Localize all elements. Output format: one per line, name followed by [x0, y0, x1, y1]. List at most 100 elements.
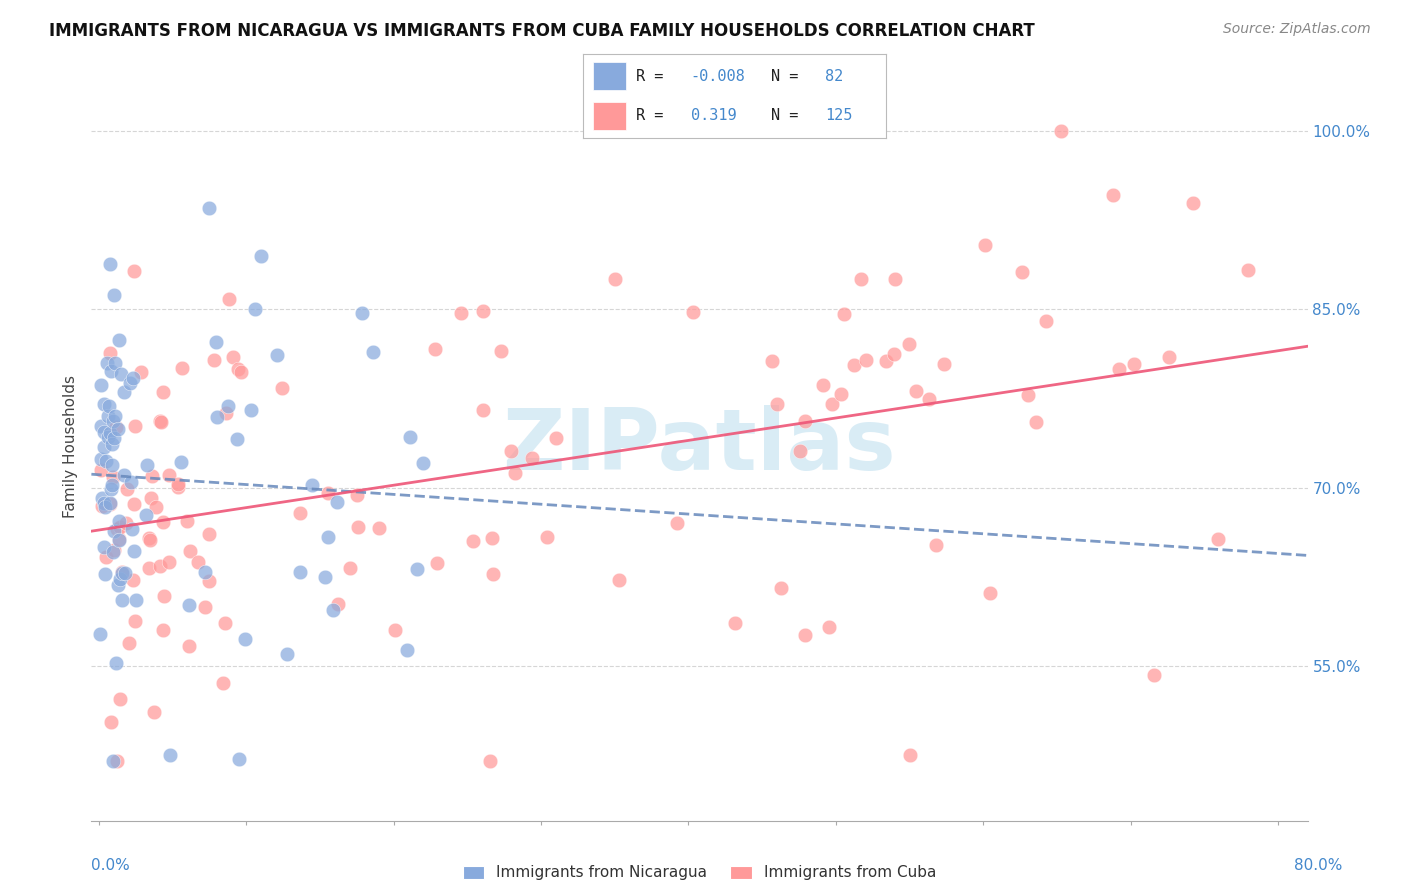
- Point: [481, 531, 503, 545]
- Point: [90, 499, 112, 513]
- Point: [450, 306, 472, 320]
- Point: [794, 627, 817, 641]
- Point: [1011, 265, 1033, 279]
- Text: N =: N =: [770, 108, 807, 123]
- Point: [142, 705, 165, 719]
- Point: [98, 497, 121, 511]
- Point: [367, 521, 389, 535]
- Point: [104, 657, 127, 671]
- Point: [288, 565, 311, 579]
- Point: [221, 351, 243, 365]
- Point: [138, 533, 160, 547]
- Point: [202, 352, 225, 367]
- Point: [121, 522, 143, 536]
- Point: [98, 399, 121, 413]
- Point: [93, 440, 115, 454]
- Point: [271, 381, 294, 395]
- Point: [240, 403, 263, 417]
- Point: [501, 444, 523, 458]
- Point: [472, 403, 495, 417]
- Point: [396, 642, 419, 657]
- Point: [463, 533, 485, 548]
- Point: [124, 264, 146, 278]
- Text: 80.0%: 80.0%: [1295, 858, 1343, 872]
- Point: [118, 376, 141, 391]
- Point: [107, 422, 129, 436]
- Point: [101, 477, 124, 491]
- Point: [148, 414, 170, 428]
- Point: [1035, 314, 1057, 328]
- Point: [179, 544, 201, 558]
- Point: [276, 647, 298, 661]
- Point: [384, 623, 406, 637]
- Point: [472, 304, 495, 318]
- Point: [352, 306, 374, 320]
- Text: -0.008: -0.008: [690, 69, 745, 84]
- Point: [405, 562, 427, 576]
- Point: [194, 565, 217, 579]
- Point: [228, 752, 250, 766]
- Point: [347, 520, 370, 534]
- Point: [167, 480, 190, 494]
- Point: [326, 495, 349, 509]
- Point: [250, 249, 273, 263]
- Text: Source: ZipAtlas.com: Source: ZipAtlas.com: [1223, 22, 1371, 37]
- Point: [149, 559, 172, 574]
- Point: [194, 599, 217, 614]
- Point: [1206, 532, 1229, 546]
- Point: [766, 397, 789, 411]
- Point: [412, 456, 434, 470]
- Point: [157, 468, 180, 483]
- Bar: [592, 102, 626, 130]
- Point: [974, 238, 997, 252]
- Point: [187, 555, 209, 569]
- Text: N =: N =: [770, 69, 807, 84]
- Point: [1237, 263, 1260, 277]
- Point: [115, 516, 138, 530]
- Point: [478, 754, 501, 768]
- Point: [1108, 362, 1130, 376]
- Point: [105, 419, 128, 434]
- Point: [1123, 357, 1146, 371]
- Point: [925, 538, 948, 552]
- Point: [96, 454, 118, 468]
- Point: [811, 378, 834, 392]
- Point: [844, 358, 866, 372]
- Point: [217, 399, 239, 413]
- Point: [489, 344, 512, 359]
- Point: [423, 342, 446, 356]
- Point: [770, 581, 793, 595]
- Point: [89, 627, 111, 641]
- Point: [314, 570, 336, 584]
- Point: [1143, 667, 1166, 681]
- Point: [215, 406, 238, 420]
- Point: [226, 361, 249, 376]
- Point: [138, 561, 160, 575]
- Y-axis label: Family Households: Family Households: [63, 375, 79, 517]
- Point: [214, 616, 236, 631]
- Point: [97, 409, 120, 423]
- Point: [724, 615, 747, 630]
- Point: [179, 598, 201, 612]
- Point: [121, 371, 143, 385]
- Point: [103, 545, 125, 559]
- Point: [100, 482, 122, 496]
- Point: [108, 333, 131, 347]
- Point: [152, 515, 174, 529]
- Point: [198, 527, 221, 541]
- Point: [170, 455, 193, 469]
- Point: [101, 754, 124, 768]
- Point: [170, 361, 193, 376]
- Point: [122, 497, 145, 511]
- Point: [426, 556, 449, 570]
- Point: [108, 572, 131, 586]
- Point: [832, 307, 855, 321]
- Point: [103, 287, 125, 301]
- Point: [316, 530, 339, 544]
- Point: [167, 477, 190, 491]
- Point: [820, 397, 842, 411]
- Point: [136, 458, 159, 472]
- Point: [855, 353, 877, 368]
- Point: [100, 714, 122, 729]
- Text: R =: R =: [637, 108, 673, 123]
